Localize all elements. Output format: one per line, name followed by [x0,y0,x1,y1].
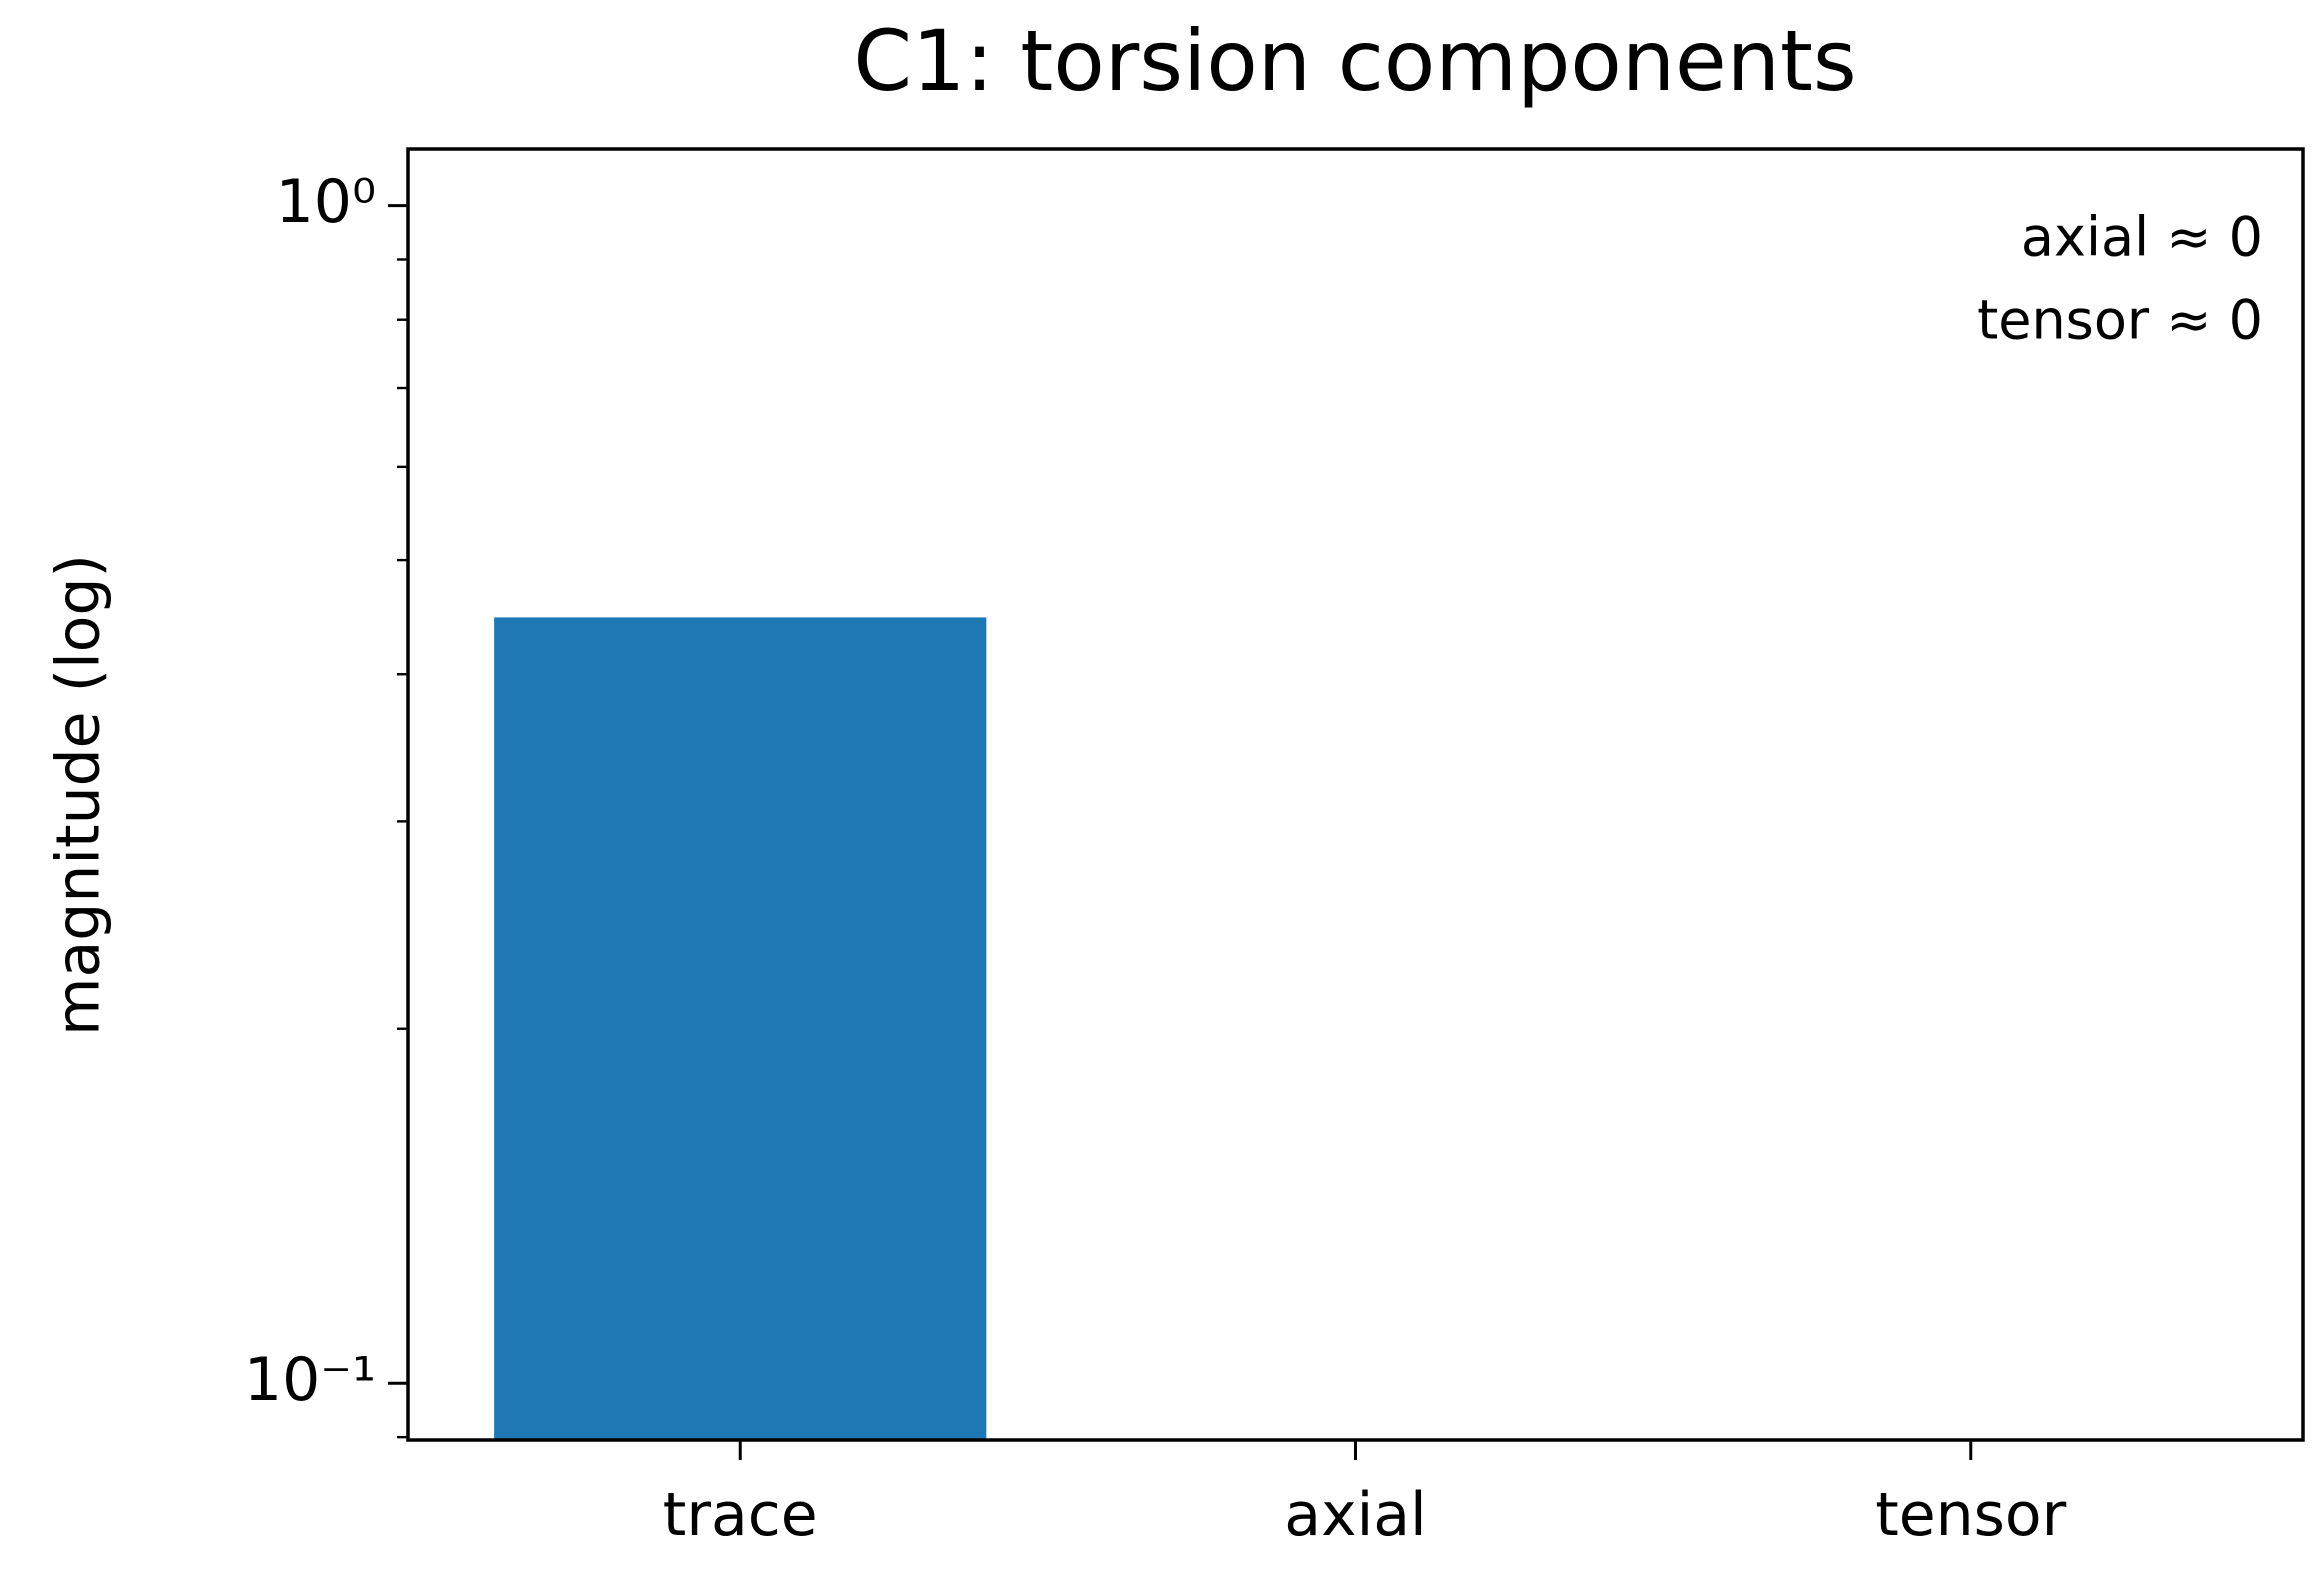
y-tick-label: 10⁰ [276,167,376,237]
y-axis-label: magnitude (log) [44,554,114,1036]
annotation: tensor ≈ 0 [1977,289,2263,352]
bar [494,617,987,1440]
x-tick-label: trace [663,1480,818,1550]
chart-title: C1: torsion components [853,12,1856,110]
x-tick-label: tensor [1875,1480,2066,1550]
annotation: axial ≈ 0 [2021,206,2263,269]
y-tick-label: 10⁻¹ [244,1345,376,1415]
x-tick-label: axial [1284,1480,1426,1550]
plot-frame [406,147,2305,1442]
